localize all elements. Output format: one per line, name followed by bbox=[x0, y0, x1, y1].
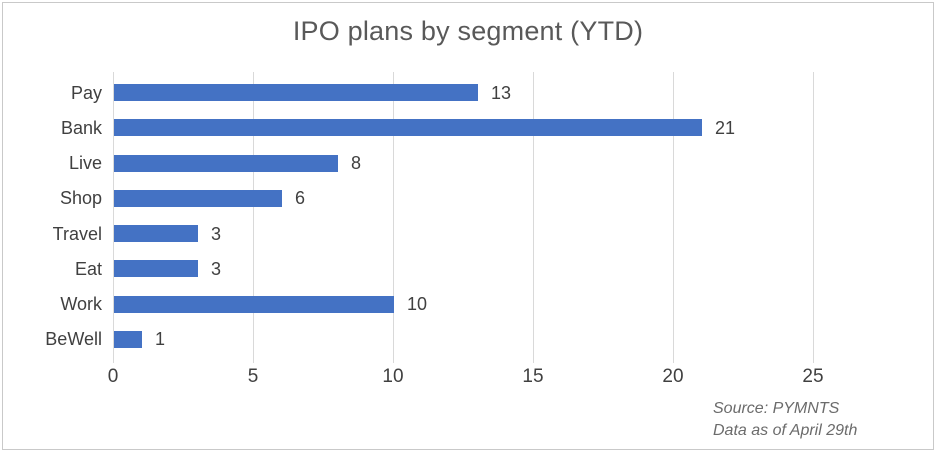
category-label-bewell: BeWell bbox=[45, 329, 102, 350]
bar-bewell bbox=[114, 330, 142, 348]
category-label-shop: Shop bbox=[59, 188, 102, 209]
gridline-20 bbox=[673, 72, 674, 363]
value-label-travel: 3 bbox=[211, 223, 222, 244]
value-label-live: 8 bbox=[351, 153, 362, 174]
gridline-25 bbox=[813, 72, 814, 363]
gridline-15 bbox=[533, 72, 534, 363]
bar-travel bbox=[114, 225, 198, 243]
gridline-0 bbox=[113, 72, 114, 363]
category-label-bank: Bank bbox=[60, 117, 102, 138]
x-tick-label-20: 20 bbox=[662, 366, 684, 387]
x-tick-label-25: 25 bbox=[802, 366, 824, 387]
value-label-pay: 13 bbox=[491, 82, 512, 103]
gridline-5 bbox=[253, 72, 254, 363]
category-label-eat: Eat bbox=[74, 258, 102, 279]
bar-pay bbox=[114, 84, 478, 102]
x-tick-label-15: 15 bbox=[522, 366, 544, 387]
x-tick-label-5: 5 bbox=[247, 366, 259, 387]
bar-live bbox=[114, 154, 338, 172]
chart-title: IPO plans by segment (YTD) bbox=[292, 16, 644, 46]
bar-bank bbox=[114, 119, 702, 137]
value-label-eat: 3 bbox=[211, 258, 222, 279]
value-label-bank: 21 bbox=[715, 117, 736, 138]
source-note: Source: PYMNTS Data as of April 29th bbox=[713, 398, 857, 442]
value-label-work: 10 bbox=[407, 294, 428, 315]
value-label-shop: 6 bbox=[295, 188, 306, 209]
category-label-pay: Pay bbox=[70, 82, 102, 103]
source-line-1: Source: PYMNTS bbox=[713, 400, 840, 417]
source-line-2: Data as of April 29th bbox=[713, 422, 858, 439]
category-label-work: Work bbox=[60, 294, 102, 315]
value-label-bewell: 1 bbox=[155, 329, 166, 350]
x-tick-label-0: 0 bbox=[107, 366, 119, 387]
x-tick-label-10: 10 bbox=[382, 366, 404, 387]
category-label-travel: Travel bbox=[52, 223, 102, 244]
bar-eat bbox=[114, 260, 198, 278]
bar-shop bbox=[114, 189, 282, 207]
gridline-10 bbox=[393, 72, 394, 363]
category-label-live: Live bbox=[68, 153, 102, 174]
bar-work bbox=[114, 295, 394, 313]
